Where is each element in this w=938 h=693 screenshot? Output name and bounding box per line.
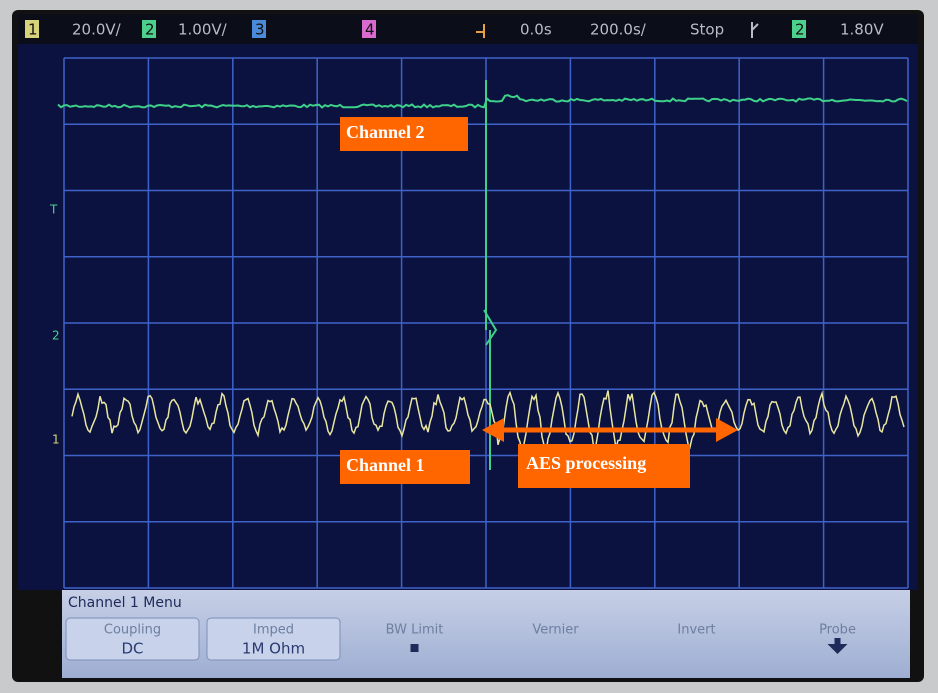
softkey[interactable]: Imped 1M Ohm: [207, 618, 340, 660]
softkey-label[interactable]: BW Limit: [386, 623, 444, 638]
annotation: Channel 1: [346, 455, 425, 475]
ch1-scale: 20.0V/: [72, 21, 122, 39]
ch2-scale: 1.00V/: [178, 21, 228, 39]
ch4-label: 4: [365, 21, 375, 39]
trigger-level: 1.80V: [840, 21, 884, 39]
time-scale: 200.0s/: [590, 21, 647, 39]
softkey-label[interactable]: Invert: [677, 623, 715, 638]
softkey[interactable]: BW Limit: [386, 623, 444, 638]
menu-title: Channel 1 Menu: [68, 595, 182, 611]
softkey[interactable]: Vernier: [532, 623, 579, 638]
trigger-source: 2: [795, 21, 805, 39]
ch2-label: 2: [145, 21, 155, 39]
ch1-marker: 1: [52, 433, 60, 447]
softkey[interactable]: Invert: [677, 623, 715, 638]
annotation: AES processing: [526, 453, 646, 473]
trigger-marker: T: [49, 203, 58, 217]
ch3-label: 3: [255, 21, 265, 39]
page: 1 20.0V/ 2 1.00V/ 3 4 0.0s 200.0s/ Stop …: [0, 0, 938, 693]
softkey-value[interactable]: 1M Ohm: [242, 640, 305, 658]
oscilloscope: 1 20.0V/ 2 1.00V/ 3 4 0.0s 200.0s/ Stop …: [0, 0, 938, 693]
ch1-label: 1: [28, 21, 38, 39]
softkey-label[interactable]: Coupling: [104, 623, 161, 638]
time-delay: 0.0s: [520, 21, 552, 39]
run-state: Stop: [690, 21, 724, 39]
softkey-label[interactable]: Vernier: [532, 623, 579, 638]
softkey-label[interactable]: Probe: [819, 623, 856, 638]
softkey[interactable]: Probe: [819, 623, 856, 638]
softkey[interactable]: Coupling DC: [66, 618, 199, 660]
bw-indicator: [411, 644, 419, 652]
annotation: Channel 2: [346, 122, 425, 142]
ch2-marker: 2: [52, 329, 60, 343]
softkey-value[interactable]: DC: [121, 640, 143, 658]
softkey-label[interactable]: Imped: [253, 623, 294, 638]
